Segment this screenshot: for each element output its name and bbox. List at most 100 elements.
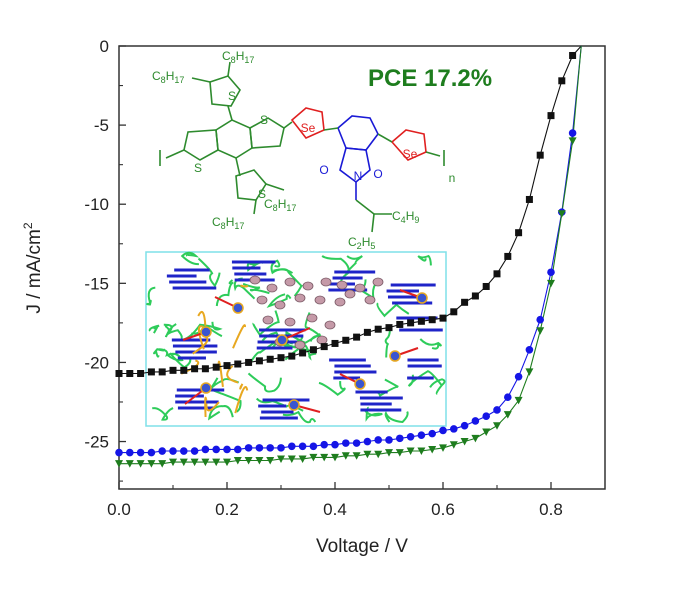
side-chain	[215, 279, 234, 307]
side-chain	[417, 254, 432, 266]
svg-text:J / mA/cm2: J / mA/cm2	[21, 222, 45, 313]
data-point-square	[266, 355, 274, 363]
data-point-circle	[482, 412, 491, 421]
formula-part: H	[362, 235, 371, 249]
y-tick-label: -25	[84, 433, 109, 452]
data-point-square	[288, 352, 296, 360]
side-chain	[318, 381, 346, 396]
data-point-triangle	[385, 449, 393, 457]
data-point-triangle	[309, 453, 318, 462]
data-point-circle	[493, 406, 501, 414]
data-point-square	[547, 112, 555, 120]
side-chain	[376, 302, 410, 318]
y-axis-title-superscript: 2	[21, 222, 35, 229]
acceptor-chain	[197, 310, 207, 326]
data-point-circle	[212, 445, 220, 454]
formula-part: H	[166, 69, 175, 83]
acceptor-domain	[314, 295, 326, 305]
data-point-circle	[352, 439, 361, 447]
carrier-dot	[354, 378, 366, 390]
data-point-triangle	[493, 422, 501, 430]
series-line-tail-2	[572, 45, 582, 141]
bdt-right-ring	[249, 117, 285, 149]
atom-n: N	[354, 169, 363, 183]
data-point-square	[212, 363, 220, 371]
y-tick-label: 0	[100, 37, 109, 56]
thiophene-ring-bottom	[235, 169, 267, 201]
carrier-dot	[288, 399, 300, 411]
data-point-circle	[234, 445, 242, 454]
data-point-triangle	[557, 210, 566, 218]
formula-part: 5	[370, 241, 375, 251]
data-point-square	[385, 324, 393, 332]
data-point-circle	[158, 447, 166, 455]
data-point-circle	[309, 442, 318, 451]
side-chain	[270, 259, 294, 275]
data-point-circle	[460, 421, 469, 430]
side-chain	[208, 377, 240, 391]
data-point-square	[255, 357, 263, 365]
data-point-square	[320, 343, 328, 351]
acceptor-domain	[294, 293, 306, 303]
data-point-circle	[568, 129, 577, 137]
acceptor-domain	[324, 320, 336, 330]
data-point-triangle	[503, 411, 512, 419]
carrier-dot	[389, 350, 401, 362]
data-point-square	[374, 325, 382, 333]
data-point-square	[363, 328, 371, 336]
imide-benzene-ring	[337, 115, 379, 151]
acceptor-domains	[249, 275, 384, 350]
acceptor-chain	[197, 325, 205, 350]
data-point-square	[126, 370, 134, 378]
x-tick-label: 0.6	[431, 500, 455, 519]
data-point-triangle	[514, 396, 523, 405]
data-point-triangle	[568, 137, 577, 145]
data-point-circle	[331, 440, 339, 449]
chemical-bond	[191, 77, 211, 83]
data-point-triangle	[428, 445, 437, 454]
formula-part: 17	[244, 55, 254, 65]
data-point-square	[191, 365, 199, 373]
y-axis-title-group: J / mA/cm2	[21, 222, 45, 313]
data-point-circle	[223, 445, 231, 454]
data-point-triangle	[352, 452, 361, 460]
acceptor-domain	[354, 283, 366, 293]
formula-part: H	[406, 209, 415, 223]
data-point-triangle	[136, 460, 145, 468]
formula-part: C	[348, 235, 357, 249]
atom-o2: O	[373, 167, 382, 181]
side-chain	[429, 378, 446, 395]
side-chain	[282, 410, 317, 424]
acceptor-domain	[344, 289, 356, 299]
data-point-square	[439, 314, 447, 322]
y-axis-title: J / mA/cm	[24, 229, 45, 313]
acceptor-domain	[294, 340, 306, 350]
formula-part: H	[278, 197, 287, 211]
charge-carriers	[182, 289, 428, 413]
data-point-circle	[201, 445, 210, 454]
acceptor-chain	[204, 396, 208, 418]
carrier-dot	[276, 334, 288, 346]
data-point-circle	[536, 315, 544, 324]
data-point-circle	[147, 448, 156, 457]
data-point-square	[277, 354, 285, 362]
chemical-bond	[355, 199, 375, 215]
formula-part: 17	[234, 221, 244, 231]
acceptor-domain	[372, 277, 384, 287]
imide-ring	[339, 147, 371, 184]
data-point-square	[428, 316, 436, 324]
data-point-square	[504, 252, 512, 260]
carrier-dot	[232, 302, 244, 314]
data-point-square	[245, 358, 253, 366]
formula-part: 8	[161, 75, 166, 85]
y-tick-label: -20	[84, 353, 109, 372]
data-point-square	[558, 77, 566, 85]
x-tick-label: 0.4	[323, 500, 347, 519]
data-point-circle	[363, 437, 372, 446]
formula-part: H	[236, 49, 245, 63]
side-chain	[284, 344, 317, 361]
data-point-circle	[115, 448, 123, 457]
formula-part: H	[226, 215, 235, 229]
side-chain	[146, 286, 156, 306]
data-point-square	[234, 360, 242, 368]
